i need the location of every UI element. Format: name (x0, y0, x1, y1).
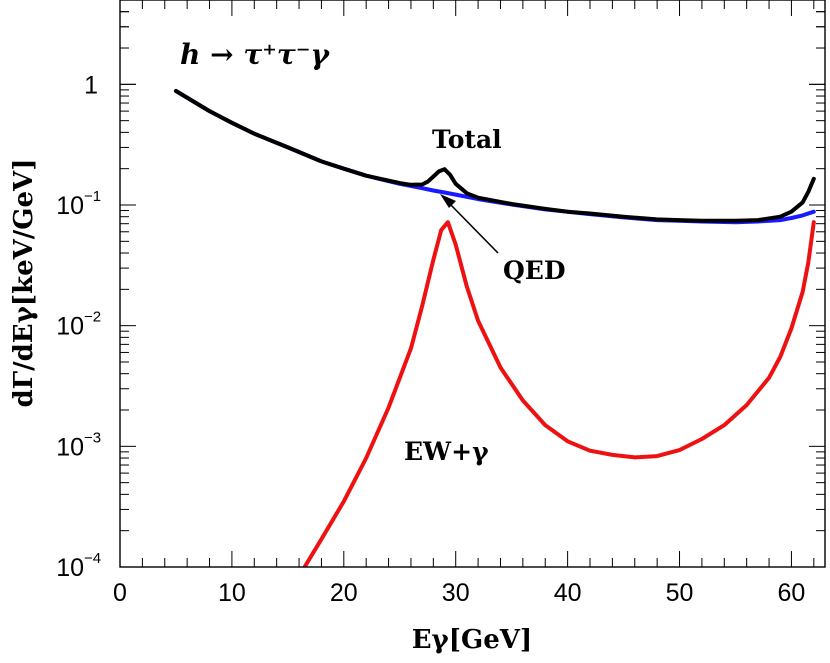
x-tick-label: 0 (113, 579, 127, 607)
y-tick-label: 10 −2 (56, 309, 101, 341)
svg-text:10: 10 (56, 313, 84, 341)
x-axis-title: Eγ[GeV] (412, 625, 533, 655)
x-tick-label: 20 (330, 579, 358, 607)
x-tick-label: 40 (554, 579, 582, 607)
qed-arrow (440, 194, 499, 254)
total-label: Total (432, 125, 502, 154)
svg-text:1: 1 (84, 71, 98, 99)
x-tick-label: 50 (666, 579, 694, 607)
x-tick-label: 10 (218, 579, 246, 607)
plot-frame (119, 0, 826, 568)
ew-gamma-label: EW+γ (404, 437, 489, 466)
svg-text:10: 10 (56, 433, 84, 461)
y-tick-label: 1 (84, 71, 98, 99)
series-line-ew (302, 220, 816, 567)
y-tick-label: 10 −1 (56, 188, 101, 220)
svg-text:10: 10 (56, 554, 84, 582)
series-line-total (174, 89, 816, 223)
svg-text:−2: −2 (84, 309, 101, 326)
y-axis-title: dΓ/dEγ[keV/GeV] (9, 158, 39, 407)
svg-text:−4: −4 (84, 550, 101, 567)
svg-text:−1: −1 (84, 188, 101, 205)
y-tick-label: 10 −4 (56, 550, 101, 582)
svg-text:10: 10 (56, 192, 84, 220)
chart-title: h → τ⁺τ⁻γ (180, 38, 331, 71)
x-tick-label: 60 (778, 579, 806, 607)
x-tick-label: 30 (442, 579, 470, 607)
svg-text:−3: −3 (84, 429, 101, 446)
axis-ticks (119, 0, 825, 568)
y-tick-label: 10 −3 (56, 429, 101, 461)
series-group (174, 89, 816, 567)
qed-label: QED (503, 256, 566, 285)
